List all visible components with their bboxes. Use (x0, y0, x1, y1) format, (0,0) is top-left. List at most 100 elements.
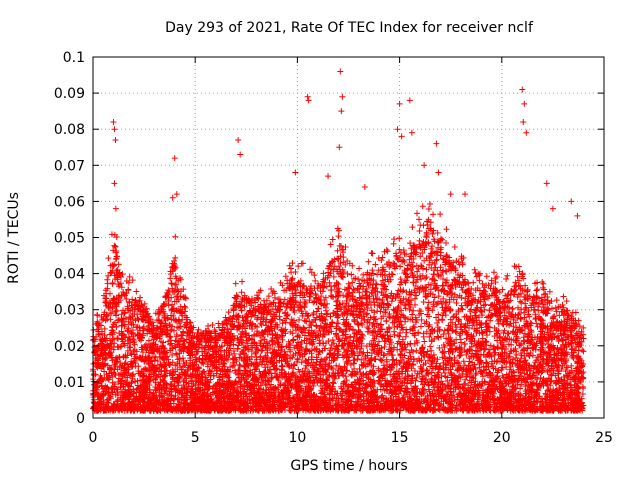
data-point (111, 242, 118, 249)
data-point (135, 401, 142, 408)
data-point (125, 366, 132, 373)
data-point (113, 312, 120, 319)
data-point (103, 312, 110, 319)
data-point (104, 276, 111, 283)
data-point (132, 297, 139, 304)
data-point (116, 375, 123, 382)
data-point (122, 316, 129, 323)
data-point (121, 342, 128, 349)
data-point (128, 400, 135, 407)
data-point (301, 304, 308, 311)
data-point (95, 343, 102, 350)
data-point (121, 310, 128, 317)
data-point (118, 284, 125, 291)
data-point (234, 313, 241, 320)
data-point (109, 304, 116, 311)
data-point (103, 371, 110, 378)
data-point (311, 272, 318, 279)
data-point (103, 407, 110, 414)
data-point (131, 299, 138, 306)
data-point (111, 262, 118, 269)
data-point (94, 320, 101, 327)
data-point (112, 303, 119, 310)
data-point (110, 335, 117, 342)
data-point (286, 262, 293, 269)
data-point (105, 272, 112, 279)
data-point (93, 363, 100, 370)
data-point (127, 339, 134, 346)
data-point (335, 233, 342, 240)
data-point (100, 345, 107, 352)
data-point (101, 374, 108, 381)
data-point (111, 319, 118, 326)
data-point (117, 394, 124, 401)
data-point (115, 281, 122, 288)
data-point (323, 307, 330, 314)
data-point (119, 271, 126, 278)
data-point (138, 346, 145, 353)
data-point (383, 317, 390, 324)
data-point (130, 321, 137, 328)
data-point (121, 292, 128, 299)
data-point (129, 316, 136, 323)
chart-title: Day 293 of 2021, Rate Of TEC Index for r… (165, 20, 534, 36)
data-points (90, 68, 587, 414)
data-point (139, 349, 146, 356)
data-point (91, 371, 98, 378)
data-point (117, 359, 124, 366)
data-point (307, 293, 314, 300)
data-point (122, 369, 129, 376)
data-point (137, 294, 144, 301)
data-point (105, 304, 112, 311)
data-point (101, 390, 108, 397)
data-point (307, 290, 314, 297)
data-point (291, 362, 298, 369)
data-point (126, 273, 133, 280)
data-point (94, 383, 101, 390)
data-point (131, 306, 138, 313)
data-point (287, 265, 294, 272)
data-point (94, 407, 101, 414)
data-point (95, 326, 102, 333)
data-point (132, 353, 139, 360)
data-point (94, 318, 101, 325)
data-point (120, 289, 127, 296)
data-point (115, 261, 122, 268)
data-point (175, 395, 182, 402)
data-point (123, 394, 130, 401)
data-point (377, 308, 384, 315)
data-point (90, 404, 97, 411)
data-point (132, 317, 139, 324)
data-point (117, 297, 124, 304)
data-point (119, 318, 126, 325)
data-point (114, 358, 121, 365)
data-point (112, 308, 119, 315)
data-point (101, 311, 108, 318)
data-point (107, 290, 114, 297)
data-point (131, 346, 138, 353)
data-point (90, 360, 97, 367)
data-point (384, 248, 391, 255)
data-point (123, 278, 130, 285)
data-point (299, 260, 306, 267)
data-point (329, 336, 336, 343)
y-axis-label: ROTI / TECUs (6, 192, 22, 284)
data-point (109, 373, 116, 380)
data-point (105, 396, 112, 403)
data-point (101, 325, 108, 332)
data-point (123, 296, 130, 303)
data-point (105, 350, 112, 357)
data-point (122, 334, 129, 341)
data-point (129, 330, 136, 337)
data-point (113, 253, 120, 260)
data-point (364, 310, 371, 317)
data-point (94, 312, 101, 319)
data-point (356, 265, 363, 272)
data-point (118, 343, 125, 350)
data-point (134, 331, 141, 338)
data-point (110, 299, 117, 306)
data-point (122, 377, 129, 384)
data-point (121, 323, 128, 330)
data-point (91, 396, 98, 403)
data-point (102, 337, 109, 344)
